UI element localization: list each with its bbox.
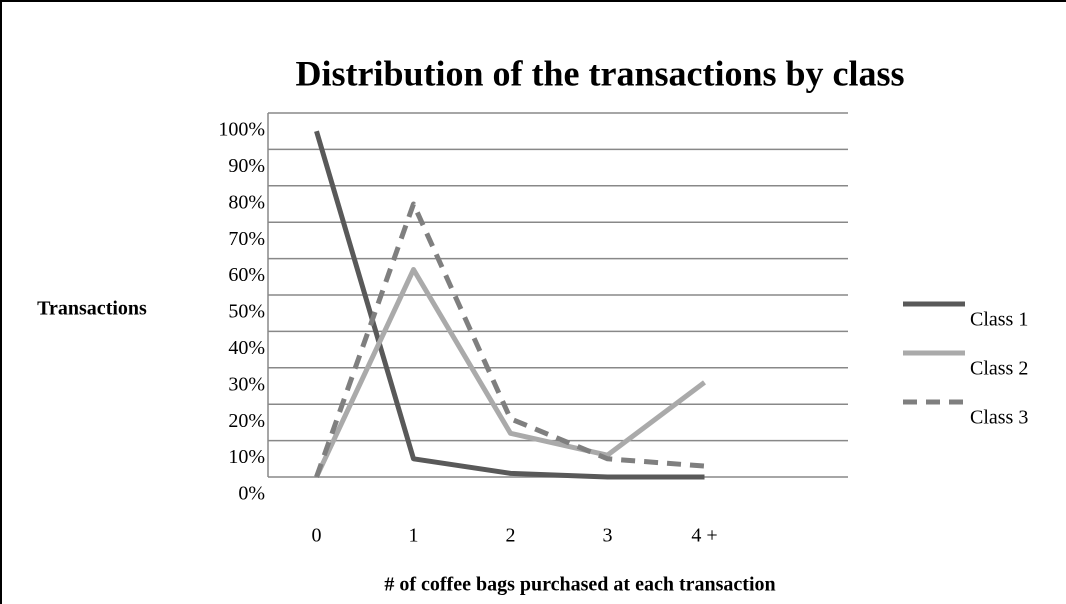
series-line xyxy=(314,201,705,478)
y-tick-label: 80% xyxy=(228,191,265,213)
legend-label: Class 1 xyxy=(970,309,1028,331)
y-tick-label: 10% xyxy=(228,446,265,468)
y-tick-label: 30% xyxy=(228,373,265,395)
legend-label: Class 2 xyxy=(970,358,1028,380)
x-tick-label: 3 xyxy=(603,525,613,547)
y-tick-label: 20% xyxy=(228,410,265,432)
x-tick-label: 4 + xyxy=(691,525,717,547)
y-tick-label: 40% xyxy=(228,337,265,359)
series-line xyxy=(314,267,707,479)
y-tick-label: 90% xyxy=(228,155,265,177)
y-axis-title: Transactions xyxy=(37,298,147,320)
x-axis-title: # of coffee bags purchased at each trans… xyxy=(384,574,775,596)
series-line xyxy=(314,130,705,480)
y-tick-label: 50% xyxy=(228,301,265,323)
y-tick-label: 70% xyxy=(228,228,265,250)
x-tick-label: 0 xyxy=(312,525,322,547)
y-tick-label: 0% xyxy=(238,483,265,505)
chart-title: Distribution of the transactions by clas… xyxy=(295,53,904,93)
y-tick-label: 100% xyxy=(218,119,265,141)
x-tick-label: 1 xyxy=(409,525,419,547)
y-tick-label: 60% xyxy=(228,264,265,286)
x-tick-label: 2 xyxy=(506,525,516,547)
legend-label: Class 3 xyxy=(970,407,1028,429)
